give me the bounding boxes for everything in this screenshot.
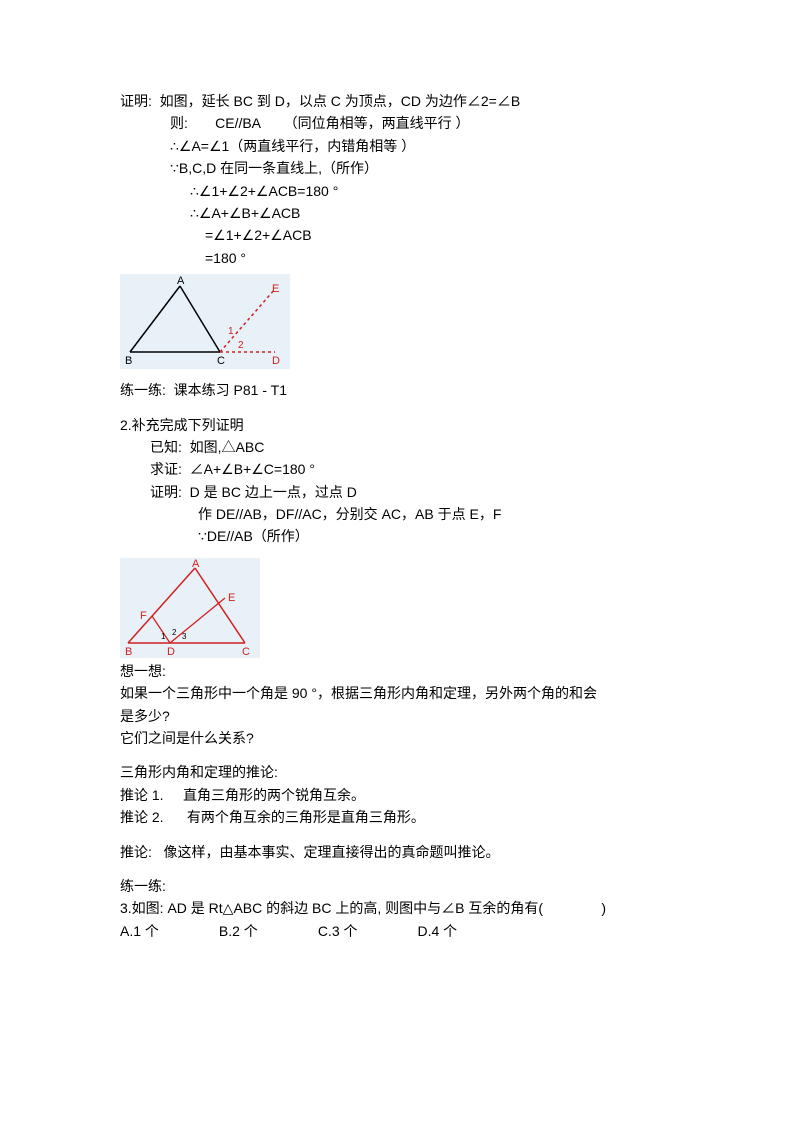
problem-2-p2: 作 DE//AB，DF//AC，分别交 AC，AB 于点 E，F	[120, 503, 673, 525]
svg-text:A: A	[192, 558, 200, 570]
proof-line-1: 证明: 如图，延长 BC 到 D，以点 C 为顶点，CD 为边作∠2=∠B	[120, 90, 673, 112]
proof-line-8: =180 °	[120, 247, 673, 269]
proof-line-6: ∴∠A+∠B+∠ACB	[120, 202, 673, 224]
think-l2: 是多少?	[120, 705, 673, 727]
svg-text:1: 1	[228, 326, 234, 337]
svg-text:2: 2	[172, 628, 177, 637]
practice-2-title: 练一练:	[120, 875, 673, 897]
corollary-2: 推论 2. 有两个角互余的三角形是直角三角形。	[120, 806, 673, 828]
problem-2-heading: 2.补充完成下列证明	[120, 414, 673, 436]
option-a: A.1 个	[120, 920, 159, 942]
svg-text:C: C	[217, 355, 225, 367]
svg-text:E: E	[272, 283, 279, 295]
svg-text:B: B	[125, 646, 132, 658]
think-l1: 如果一个三角形中一个角是 90 °，根据三角形内角和定理，另外两个角的和会	[120, 682, 673, 704]
problem-2-known: 已知: 如图,△ABC	[120, 436, 673, 458]
option-c: C.3 个	[318, 920, 358, 942]
proof-line-5: ∴∠1+∠2+∠ACB=180 °	[120, 180, 673, 202]
svg-text:C: C	[242, 646, 250, 658]
svg-text:3: 3	[182, 632, 187, 641]
svg-text:A: A	[177, 275, 185, 287]
corollary-def: 推论: 像这样，由基本事实、定理直接得出的真命题叫推论。	[120, 841, 673, 863]
think-l3: 它们之间是什么关系?	[120, 727, 673, 749]
proof-line-2: 则: CE//BA （同位角相等，两直线平行 ）	[120, 112, 673, 134]
practice-1: 练一练: 课本练习 P81 - T1	[120, 379, 673, 401]
svg-text:D: D	[272, 355, 280, 367]
problem-2-p3: ∵DE//AB（所作）	[120, 525, 673, 547]
svg-text:E: E	[228, 592, 235, 604]
figure-1: A B C D E 12	[120, 274, 673, 369]
option-b: B.2 个	[219, 920, 258, 942]
svg-text:D: D	[167, 646, 175, 658]
problem-2-prove: 求证: ∠A+∠B+∠C=180 °	[120, 458, 673, 480]
corollary-1: 推论 1. 直角三角形的两个锐角互余。	[120, 784, 673, 806]
figure-2: A B C D E F 123	[120, 558, 673, 658]
svg-text:F: F	[140, 610, 147, 622]
svg-text:B: B	[125, 355, 132, 367]
practice-2-q: 3.如图: AD 是 Rt△ABC 的斜边 BC 上的高, 则图中与∠B 互余的…	[120, 897, 673, 919]
corollary-title: 三角形内角和定理的推论:	[120, 761, 673, 783]
svg-text:2: 2	[238, 340, 244, 351]
proof-line-3: ∴∠A=∠1（两直线平行，内错角相等 ）	[120, 135, 673, 157]
problem-2-p1: 证明: D 是 BC 边上一点，过点 D	[120, 481, 673, 503]
svg-text:1: 1	[161, 632, 166, 641]
proof-line-4: ∵B,C,D 在同一条直线上,（所作）	[120, 157, 673, 179]
proof-line-7: =∠1+∠2+∠ACB	[120, 224, 673, 246]
option-d: D.4 个	[418, 920, 458, 942]
think-title: 想一想:	[120, 660, 673, 682]
